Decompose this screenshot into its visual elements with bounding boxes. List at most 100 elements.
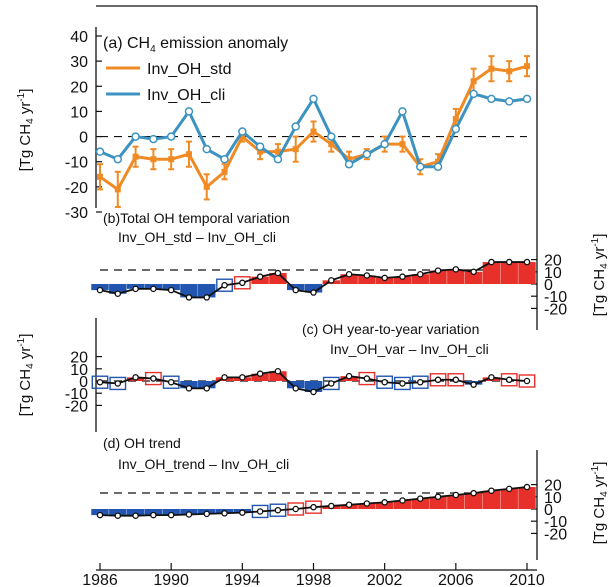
point-panel-c [239, 374, 246, 381]
point-panel-b [150, 285, 157, 293]
point-panel-d [381, 499, 388, 506]
point-cli [95, 147, 105, 156]
panel-c-subtitle: Inv_OH_var – Inv_OH_cli [330, 341, 489, 357]
point-std [132, 153, 139, 160]
ylabel-b: [Tg CH4 yr-1] [590, 234, 610, 317]
point-std [399, 141, 406, 148]
point-panel-b [363, 272, 371, 279]
point-panel-b [292, 286, 299, 294]
y-tick-label-a: 0 [79, 130, 88, 147]
point-std [221, 168, 228, 175]
point-std [524, 63, 530, 70]
bar-panel-b [429, 270, 447, 284]
point-panel-c [114, 380, 122, 387]
bar-panel-b [180, 284, 198, 298]
axes-frame [95, 5, 538, 571]
point-std [328, 141, 335, 148]
point-std [185, 151, 192, 158]
y-tick-label-a: 20 [70, 79, 88, 96]
point-panel-b [274, 269, 282, 277]
point-cli [309, 94, 318, 104]
bar-panel-b [358, 275, 376, 284]
point-std [435, 158, 442, 165]
point-panel-b [328, 277, 335, 284]
panel-d-subtitle: Inv_OH_trend – Inv_OH_cli [118, 456, 289, 472]
point-panel-c [399, 380, 406, 387]
bar-panel-c [322, 376, 340, 391]
point-std [470, 78, 477, 85]
point-panel-c [292, 385, 299, 392]
point-panel-c [345, 372, 353, 380]
bar-panel-c [162, 375, 180, 389]
point-panel-b [470, 268, 477, 276]
point-panel-c [310, 388, 317, 396]
point-panel-c [505, 376, 513, 384]
point-panel-d [274, 506, 282, 514]
point-cli [344, 159, 354, 169]
panel-b-subtitle: Inv_OH_std – Inv_OH_cli [118, 229, 276, 245]
point-cli [416, 162, 425, 171]
point-panel-d [488, 487, 495, 494]
point-panel-c [96, 378, 104, 386]
point-panel-d [470, 489, 477, 497]
point-std [168, 156, 175, 163]
point-panel-b [488, 258, 495, 266]
point-cli [273, 154, 283, 164]
point-panel-b [381, 274, 388, 282]
point-std [292, 146, 299, 153]
bar-panel-d [411, 498, 429, 509]
bar-panel-b [482, 262, 501, 284]
point-std [150, 156, 157, 163]
y-tick-label-panel-b: 10 [544, 265, 562, 282]
x-tick-label: 1994 [225, 572, 261, 587]
y-tick-label-panel-c: 20 [70, 350, 88, 367]
point-panel-c [328, 380, 335, 387]
bar-panel-b [411, 274, 429, 284]
y-tick-label-a: 10 [70, 104, 88, 121]
point-std [506, 68, 513, 75]
bar-panel-c [304, 381, 323, 392]
panel-d-title: (d) OH trend [103, 435, 181, 451]
point-cli [184, 107, 194, 116]
point-panel-c [363, 375, 371, 382]
bar-panel-b [518, 262, 536, 284]
point-panel-c [381, 378, 388, 386]
bar-panel-b [464, 271, 483, 284]
legend-cli-label: Inv_OH_cli [147, 87, 225, 104]
point-panel-d [310, 503, 317, 511]
bar-panel-c [180, 381, 198, 389]
bar-panel-b [233, 276, 251, 290]
bar-panel-d [482, 490, 501, 509]
point-panel-b [523, 258, 531, 266]
point-panel-d [523, 483, 531, 491]
y-tick-label-panel-c: -10 [65, 386, 88, 403]
point-panel-d [292, 505, 299, 513]
point-panel-b [505, 258, 513, 266]
y-tick-label-panel-d: -20 [544, 526, 567, 543]
y-tick-label-panel-b: -20 [544, 301, 567, 318]
point-panel-d [345, 501, 353, 508]
bar-panel-c [286, 381, 305, 389]
point-cli [291, 122, 300, 131]
point-panel-d [150, 511, 157, 519]
panel-a-title: (a) CH4 emission anomaly [103, 35, 288, 55]
point-panel-d [505, 485, 513, 493]
point-cli [220, 154, 229, 164]
bar-panel-c [251, 373, 269, 381]
legend-std-label: Inv_OH_std [147, 61, 231, 78]
bar-panel-b [251, 276, 269, 284]
point-cli [504, 97, 514, 106]
point-panel-b [416, 270, 424, 278]
y-tick-label-a: 30 [70, 54, 88, 71]
bar-panel-b [216, 278, 233, 292]
point-panel-c [452, 376, 460, 384]
point-std [274, 148, 281, 155]
bar-panel-b [109, 284, 127, 294]
point-panel-c [256, 370, 264, 377]
point-panel-c [488, 374, 495, 381]
bar-panel-b [393, 276, 412, 284]
x-tick-label: 1990 [153, 572, 189, 587]
point-panel-d [132, 512, 139, 519]
point-std [257, 148, 264, 155]
